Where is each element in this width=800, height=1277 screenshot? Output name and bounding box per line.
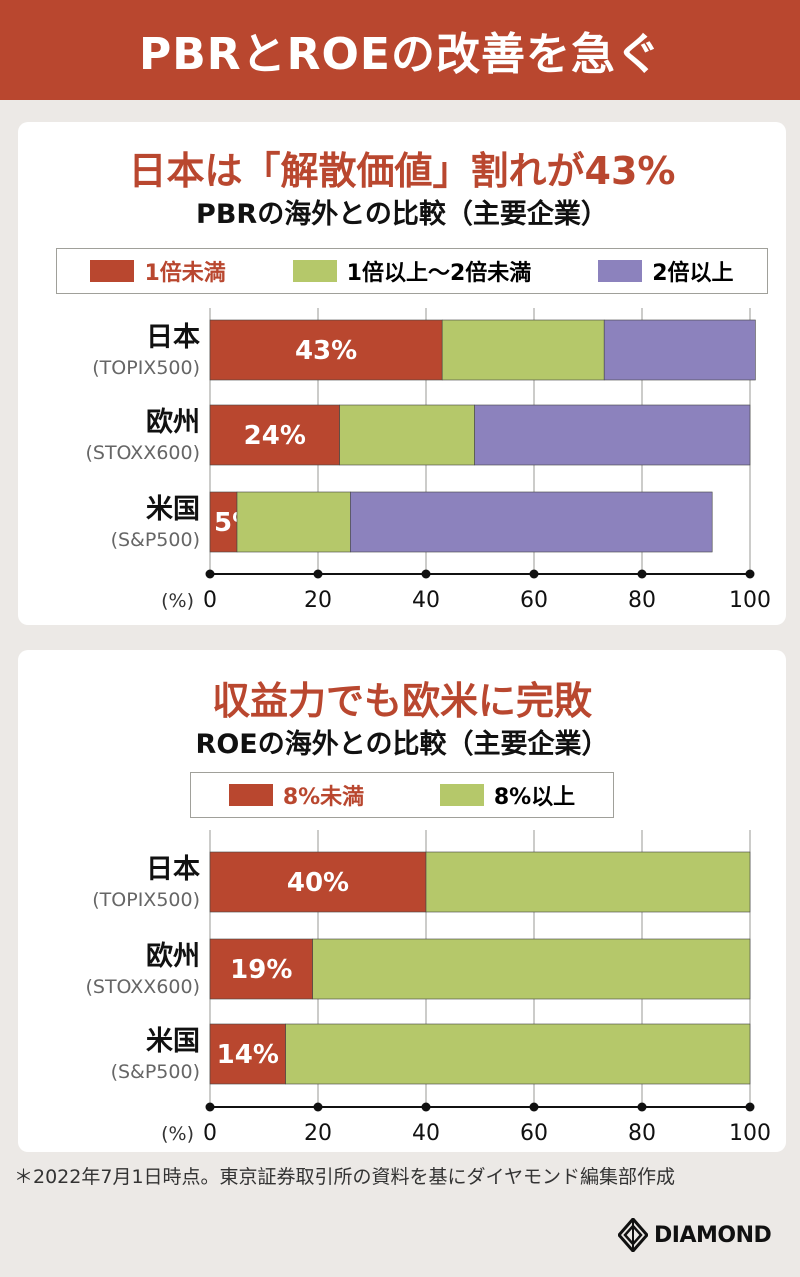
data-label: 24% [244, 421, 306, 451]
category-label: 欧州 [146, 941, 200, 972]
bar-segment [339, 404, 475, 466]
roe-bar-chart: 40% 日本 (TOPIX500) 19% 欧州 (STOXX600) 14% 米国 (S&P5… [85, 830, 771, 1146]
x-tick-label: 100 [729, 1121, 771, 1146]
pbr-headline: 日本は「解散価値」割れが43% [128, 149, 676, 193]
banner-title: PBRとROEの改善を急ぐ [0, 0, 800, 100]
bar-segment [441, 319, 605, 381]
x-tick-label: 80 [628, 1121, 656, 1146]
bar-segment [236, 491, 351, 553]
bar-segment [474, 404, 751, 466]
x-tick-label: 0 [203, 1121, 217, 1146]
x-tick-label: 0 [203, 588, 217, 613]
data-label: 43% [295, 336, 357, 366]
x-tick-dot [529, 1102, 539, 1112]
x-tick-dot [421, 569, 431, 579]
category-label: 欧州 [146, 407, 200, 438]
bar-segment [209, 938, 313, 1000]
x-tick-label: 20 [304, 588, 332, 613]
x-tick-dot [745, 1102, 755, 1112]
bar-segment [209, 851, 427, 913]
bar-segment [209, 491, 238, 553]
x-tick-dot [205, 569, 215, 579]
legend-swatch [90, 260, 135, 282]
diamond-logo-icon [618, 1218, 648, 1252]
legend-item-under-8pct: 8%未満 [228, 779, 365, 811]
pbr-panel: 日本は「解散価値」割れが43% PBRの海外との比較（主要企業） 1倍未満 1倍… [18, 122, 786, 625]
x-tick-label: 60 [520, 1121, 548, 1146]
bar-segment [209, 404, 340, 466]
x-tick-dot [313, 569, 323, 579]
legend-label: 1倍以上〜2倍未満 [346, 261, 532, 286]
x-tick-label: 20 [304, 1121, 332, 1146]
x-tick-dot [637, 569, 647, 579]
bar-segment [209, 319, 443, 381]
x-axis-unit: (%) [161, 1123, 194, 1145]
category-sublabel: (STOXX600) [85, 442, 200, 464]
category-label: 米国 [146, 494, 200, 525]
x-tick-dot [529, 569, 539, 579]
legend-swatch [439, 784, 484, 806]
bar-segment [312, 938, 751, 1000]
bar-segment [603, 319, 756, 381]
category-sublabel: (S&P500) [111, 529, 200, 551]
x-tick-label: 40 [412, 588, 440, 613]
legend-swatch [228, 784, 273, 806]
legend-label: 8%以上 [493, 785, 576, 810]
x-tick-dot [313, 1102, 323, 1112]
data-label: 19% [230, 955, 292, 985]
x-tick-dot [421, 1102, 431, 1112]
x-tick-label: 80 [628, 588, 656, 613]
legend-label: 1倍未満 [144, 261, 226, 286]
roe-panel: 収益力でも欧米に完敗 ROEの海外との比較（主要企業） 8%未満 8%以上 40… [18, 650, 786, 1152]
roe-legend: 8%未満 8%以上 [190, 772, 614, 818]
roe-headline: 収益力でも欧米に完敗 [211, 679, 592, 723]
logo-text: DIAMOND [654, 1222, 772, 1248]
legend-label: 8%未満 [282, 785, 365, 810]
diamond-logo: DIAMOND [618, 1218, 772, 1252]
data-label: 40% [287, 868, 349, 898]
legend-item-over-2x: 2倍以上 [598, 255, 734, 287]
x-tick-label: 100 [729, 588, 771, 613]
category-sublabel: (TOPIX500) [92, 357, 200, 379]
category-sublabel: (STOXX600) [85, 976, 200, 998]
x-tick-dot [745, 569, 755, 579]
bar-segment [285, 1023, 751, 1085]
legend-swatch [598, 260, 643, 282]
pbr-chart-title: PBRの海外との比較（主要企業） [196, 199, 608, 230]
bar-segment [350, 491, 713, 553]
x-tick-label: 40 [412, 1121, 440, 1146]
x-axis-unit: (%) [161, 590, 194, 612]
category-label: 米国 [146, 1026, 200, 1057]
footnote: ＊2022年7月1日時点。東京証券取引所の資料を基にダイヤモンド編集部作成 [14, 1166, 675, 1188]
legend-label: 2倍以上 [652, 261, 734, 286]
roe-chart-title: ROEの海外との比較（主要企業） [195, 729, 609, 760]
bar-segment [209, 1023, 286, 1085]
legend-item-under-1x: 1倍未満 [90, 255, 226, 287]
pbr-legend: 1倍未満 1倍以上〜2倍未満 2倍以上 [56, 248, 768, 294]
category-label: 日本 [146, 854, 200, 885]
category-label: 日本 [146, 322, 200, 353]
legend-item-over-8pct: 8%以上 [439, 779, 576, 811]
pbr-bar-chart: 43%日本(TOPIX500)24%欧州(STOXX600)5%米国(S&P50… [85, 308, 771, 613]
x-tick-label: 60 [520, 588, 548, 613]
legend-item-1x-to-2x: 1倍以上〜2倍未満 [292, 255, 532, 287]
category-sublabel: (S&P500) [111, 1061, 200, 1083]
data-label: 14% [217, 1040, 279, 1070]
x-tick-dot [637, 1102, 647, 1112]
x-tick-dot [205, 1102, 215, 1112]
legend-swatch [292, 260, 337, 282]
bar-segment [425, 851, 751, 913]
category-sublabel: (TOPIX500) [92, 889, 200, 911]
